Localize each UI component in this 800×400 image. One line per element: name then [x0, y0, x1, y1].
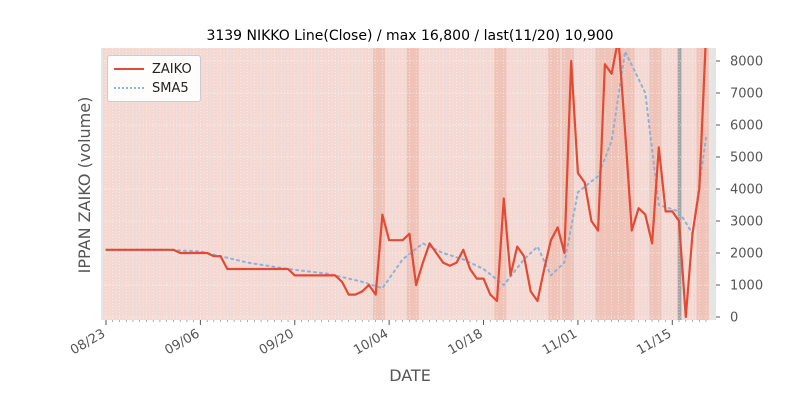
- y-tick-label: 2000: [730, 247, 763, 262]
- y-tick-label: 6000: [730, 119, 763, 134]
- y-tick-label: 0: [730, 311, 738, 326]
- y-tick-label: 8000: [730, 55, 763, 70]
- y-axis-label: IPPAN ZAIKO (volume): [75, 97, 94, 274]
- y-tick-label: 5000: [730, 151, 763, 166]
- chart-title: 3139 NIKKO Line(Close) / max 16,800 / la…: [206, 28, 613, 44]
- background-band-dark: [677, 48, 682, 320]
- series-line-zaiko: [106, 48, 707, 319]
- background-band-highlight: [372, 48, 386, 320]
- series-lines: [105, 48, 707, 319]
- y-tick-label: 7000: [730, 87, 763, 102]
- y-tick-label: 3000: [730, 215, 763, 230]
- legend-label-sma5: SMA5: [152, 80, 189, 96]
- y-tick-label: 4000: [730, 183, 763, 198]
- background-band-highlight: [494, 48, 507, 320]
- legend: ZAIKO SMA5: [107, 55, 201, 102]
- x-axis-label: DATE: [389, 366, 431, 385]
- legend-swatch-zaiko: [114, 68, 144, 70]
- legend-item-zaiko: ZAIKO: [114, 60, 192, 78]
- y-tick-label: 1000: [730, 279, 763, 294]
- legend-item-sma5: SMA5: [114, 79, 189, 97]
- legend-label-zaiko: ZAIKO: [152, 61, 192, 77]
- series-line-sma5: [105, 50, 707, 290]
- y-axis: 0 1000 2000 3000 4000 5000 6000 7000 8000: [716, 55, 763, 326]
- background-band-highlight: [548, 48, 561, 320]
- legend-swatch-sma5: [114, 87, 144, 89]
